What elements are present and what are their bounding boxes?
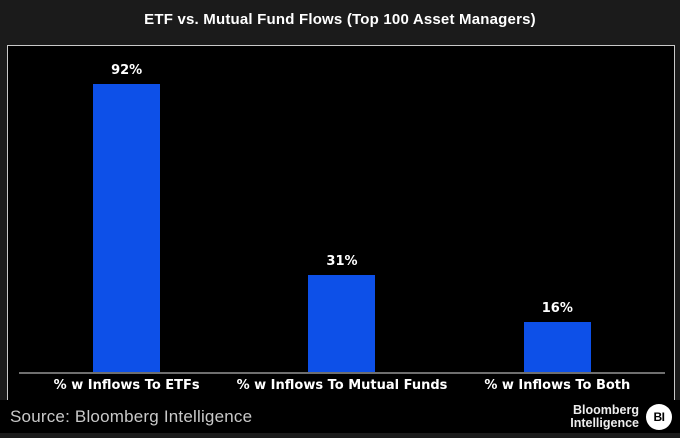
footer-bar: Source: Bloomberg Intelligence Bloomberg… — [0, 400, 680, 433]
bar-value-label: 31% — [326, 254, 358, 269]
bar — [308, 275, 376, 372]
bar — [523, 322, 591, 372]
bar-column: 31% — [234, 46, 449, 372]
bi-logo-icon: BI — [646, 403, 672, 430]
bar-value-label: 92% — [111, 63, 143, 78]
bar-group: 31% — [308, 254, 376, 372]
bar-column: 16% — [450, 46, 665, 372]
bar-group: 92% — [93, 63, 161, 372]
bar-value-label: 16% — [541, 301, 573, 316]
chart-plot-frame: 92% 31% 16% % w Inflows To ETFs% w Inflows… — [7, 45, 675, 400]
logo-line-2: Intelligence — [570, 415, 639, 430]
x-axis-label: % w Inflows To ETFs — [53, 378, 200, 393]
source-attribution: Source: Bloomberg Intelligence — [10, 406, 253, 426]
x-axis-label: % w Inflows To Mutual Funds — [236, 378, 448, 393]
bloomberg-intelligence-logo: Bloomberg Intelligence — [570, 402, 639, 430]
bar-group: 16% — [523, 301, 591, 372]
x-axis-labels-row: % w Inflows To ETFs % w Inflows To Mutual… — [19, 378, 665, 398]
bar — [93, 84, 161, 372]
chart-title: ETF vs. Mutual Fund Flows (Top 100 Asset… — [144, 11, 536, 28]
logo-line-1: Bloomberg — [573, 402, 639, 417]
bar-plot-area: 92% 31% 16% — [19, 46, 665, 372]
x-axis-label: % w Inflows To Both — [484, 378, 631, 393]
x-axis-line — [19, 372, 665, 374]
bar-column: 92% — [19, 46, 234, 372]
